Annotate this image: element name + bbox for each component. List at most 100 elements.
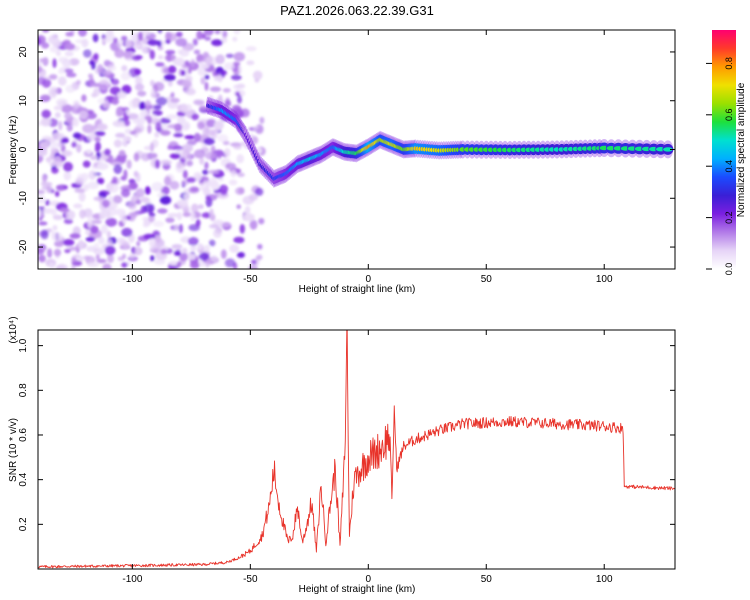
noise-blob: [104, 148, 111, 156]
noise-blob: [120, 35, 128, 42]
noise-blob: [137, 31, 143, 42]
noise-blob: [118, 150, 126, 157]
y-tick-label: 10: [18, 95, 29, 107]
noise-blob: [199, 157, 205, 165]
noise-blob: [188, 186, 200, 194]
noise-blob: [134, 68, 142, 75]
noise-blob: [237, 172, 245, 177]
snr-ylabel: SNR (10 * v/v): [8, 418, 19, 482]
noise-blob: [159, 117, 171, 124]
noise-blob: [195, 219, 201, 227]
noise-blob: [159, 245, 169, 251]
noise-blob: [38, 194, 46, 204]
noise-blob: [231, 104, 242, 115]
noise-blob: [93, 196, 105, 201]
noise-blob: [102, 263, 112, 269]
x-tick-label: 100: [596, 574, 613, 585]
noise-blob: [106, 230, 112, 239]
noise-blob: [111, 98, 119, 105]
noise-blob: [141, 152, 151, 162]
noise-blob: [222, 70, 227, 76]
noise-blob: [150, 255, 155, 262]
noise-blob: [93, 88, 100, 94]
noise-blob: [136, 240, 141, 247]
noise-blob: [198, 204, 204, 210]
noise-blob: [88, 170, 97, 180]
noise-blob: [197, 121, 206, 130]
noise-blob: [187, 237, 199, 246]
noise-blob: [151, 181, 164, 192]
noise-blob: [214, 120, 225, 130]
noise-blob: [135, 172, 141, 183]
noise-blob: [160, 159, 172, 165]
y-tick-label: -10: [18, 191, 29, 206]
noise-blob: [191, 203, 199, 214]
noise-blob: [184, 60, 190, 67]
noise-blob: [39, 58, 48, 63]
noise-blob: [91, 92, 98, 98]
noise-blob: [246, 60, 255, 66]
noise-blob: [61, 150, 73, 157]
snr-line: [38, 330, 675, 569]
noise-blob: [191, 113, 200, 121]
noise-blob: [208, 239, 216, 247]
noise-blob: [175, 37, 188, 47]
noise-blob: [205, 151, 217, 160]
noise-blob: [165, 32, 177, 42]
noise-blob: [204, 36, 211, 41]
noise-blob: [128, 99, 140, 109]
noise-blob: [224, 258, 236, 268]
snr-ticks: -100 -50 0 50 100 0.2 0.4 0.6 0.8 1.0: [18, 330, 675, 585]
noise-blob: [98, 236, 105, 245]
noise-blob: [200, 77, 206, 85]
noise-blob: [252, 70, 263, 81]
noise-blob: [193, 149, 206, 159]
noise-blob: [144, 186, 151, 195]
x-tick-label: 0: [366, 574, 372, 585]
noise-blob: [56, 184, 65, 192]
noise-blob: [60, 104, 73, 113]
noise-blob: [153, 81, 165, 92]
noise-blob: [141, 44, 148, 54]
noise-blob: [167, 213, 179, 218]
noise-blob: [202, 180, 212, 187]
noise-blob: [92, 33, 99, 43]
noise-blob: [140, 196, 150, 203]
noise-blob: [173, 133, 184, 138]
y-tick-label: 0.6: [18, 428, 29, 442]
noise-blob: [195, 174, 202, 182]
noise-blob: [197, 243, 203, 251]
noise-blob: [97, 80, 110, 90]
noise-blob: [160, 186, 170, 195]
noise-blob: [95, 254, 100, 260]
noise-blob: [218, 94, 223, 103]
noise-blob: [121, 65, 128, 72]
noise-blob: [230, 74, 242, 81]
noise-blob: [258, 218, 265, 225]
x-tick-label: -100: [122, 274, 142, 285]
noise-blob: [222, 88, 231, 93]
noise-blob: [213, 229, 222, 238]
noise-blob: [233, 84, 242, 90]
noise-blob: [192, 38, 198, 46]
colorbar-ticks: 0.0 0.2 0.4 0.6 0.8: [706, 57, 734, 275]
noise-blob: [176, 199, 189, 207]
noise-blob: [78, 192, 86, 202]
noise-blob: [184, 193, 190, 201]
noise-blob: [187, 253, 196, 260]
noise-blob: [63, 161, 73, 172]
noise-blob: [160, 248, 167, 255]
noise-blob: [71, 257, 77, 264]
noise-blob: [186, 177, 196, 183]
noise-blob: [214, 76, 219, 81]
noise-blob: [85, 236, 96, 242]
noise-blob: [127, 113, 139, 120]
noise-blob: [53, 105, 63, 111]
noise-blob: [45, 199, 50, 206]
noise-blob: [117, 39, 123, 49]
noise-blob: [97, 64, 104, 73]
noise-blob: [186, 139, 197, 146]
noise-blob: [178, 223, 183, 234]
noise-blob: [243, 213, 255, 222]
snr-xlabel: Height of straight line (km): [299, 584, 416, 595]
